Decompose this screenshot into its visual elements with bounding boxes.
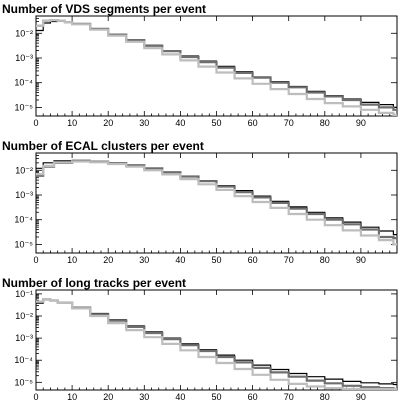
plot-area-tracks: 0 10 20 30 40 50 60 70 80 90 10⁻¹ 10⁻² 10⁻³ 10⁻⁴ 10⁻⁵ bbox=[14, 289, 398, 402]
y-tick-label: 10⁻⁵ bbox=[15, 102, 34, 112]
series-line-3 bbox=[36, 19, 397, 116]
plot-frame bbox=[35, 152, 398, 254]
x-tick-label: 60 bbox=[248, 255, 258, 265]
y-tick-label: 10⁻³ bbox=[15, 53, 33, 63]
plot-area-ecal: 0 10 20 30 40 50 60 70 80 90 10⁻² 10⁻³ 10⁻⁴ 10⁻⁵ bbox=[14, 152, 398, 265]
x-tick-label: 0 bbox=[33, 255, 38, 265]
y-tick-label: 10⁻² bbox=[15, 311, 33, 321]
y-tick-label: 10⁻² bbox=[15, 165, 33, 175]
y-tick-label: 10⁻¹ bbox=[15, 289, 33, 299]
panel-tracks: Number of long tracks per event 0 10 20 30 4… bbox=[2, 276, 398, 402]
x-tick-label: 30 bbox=[139, 118, 149, 128]
x-tick-label: 70 bbox=[284, 255, 294, 265]
x-tick-label: 40 bbox=[175, 392, 185, 402]
x-tick-label: 20 bbox=[103, 255, 113, 265]
x-tick-label: 10 bbox=[67, 118, 77, 128]
x-tick-label: 20 bbox=[103, 392, 113, 402]
x-tick-label: 80 bbox=[320, 392, 330, 402]
y-tick-label: 10⁻⁴ bbox=[14, 78, 33, 88]
plot-frame bbox=[35, 289, 398, 391]
x-tick-label: 40 bbox=[175, 255, 185, 265]
x-tick-label: 90 bbox=[356, 255, 366, 265]
panel-vds: Number of VDS segments per event 0 10 20 30… bbox=[2, 2, 398, 128]
y-tick-label: 10⁻³ bbox=[15, 333, 33, 343]
series-line-2 bbox=[36, 19, 397, 111]
y-tick-label: 10⁻⁴ bbox=[14, 355, 33, 365]
x-tick-label: 10 bbox=[67, 255, 77, 265]
plot-area-vds: 0 10 20 30 40 50 60 70 80 90 10⁻² 10⁻³ 10⁻⁴ 10⁻⁵ bbox=[14, 15, 398, 128]
x-tick-label: 50 bbox=[211, 118, 221, 128]
panel-title-vds: Number of VDS segments per event bbox=[2, 2, 206, 16]
series-line-3 bbox=[36, 160, 397, 246]
x-tick-label: 90 bbox=[356, 392, 366, 402]
x-tick-label: 70 bbox=[284, 392, 294, 402]
y-tick-label: 10⁻⁴ bbox=[14, 215, 33, 225]
x-tick-label: 80 bbox=[320, 255, 330, 265]
y-tick-label: 10⁻³ bbox=[15, 190, 33, 200]
x-tick-label: 80 bbox=[320, 118, 330, 128]
y-tick-label: 10⁻⁵ bbox=[15, 239, 34, 249]
x-tick-label: 90 bbox=[356, 118, 366, 128]
y-tick-label: 10⁻⁵ bbox=[15, 377, 34, 387]
x-tick-label: 0 bbox=[33, 118, 38, 128]
x-tick-label: 20 bbox=[103, 118, 113, 128]
x-tick-label: 60 bbox=[248, 392, 258, 402]
x-tick-label: 10 bbox=[67, 392, 77, 402]
x-tick-label: 30 bbox=[139, 255, 149, 265]
y-tick-label: 10⁻² bbox=[15, 28, 33, 38]
x-tick-label: 50 bbox=[211, 255, 221, 265]
x-tick-label: 50 bbox=[211, 392, 221, 402]
x-tick-label: 0 bbox=[33, 392, 38, 402]
x-tick-label: 60 bbox=[248, 118, 258, 128]
series-line-3 bbox=[36, 298, 397, 391]
panel-title-ecal: Number of ECAL clusters per event bbox=[2, 139, 204, 153]
x-tick-label: 30 bbox=[139, 392, 149, 402]
x-tick-label: 70 bbox=[284, 118, 294, 128]
x-tick-label: 40 bbox=[175, 118, 185, 128]
panel-title-tracks: Number of long tracks per event bbox=[2, 276, 186, 290]
panel-ecal: Number of ECAL clusters per event 0 10 20 3… bbox=[2, 139, 398, 265]
